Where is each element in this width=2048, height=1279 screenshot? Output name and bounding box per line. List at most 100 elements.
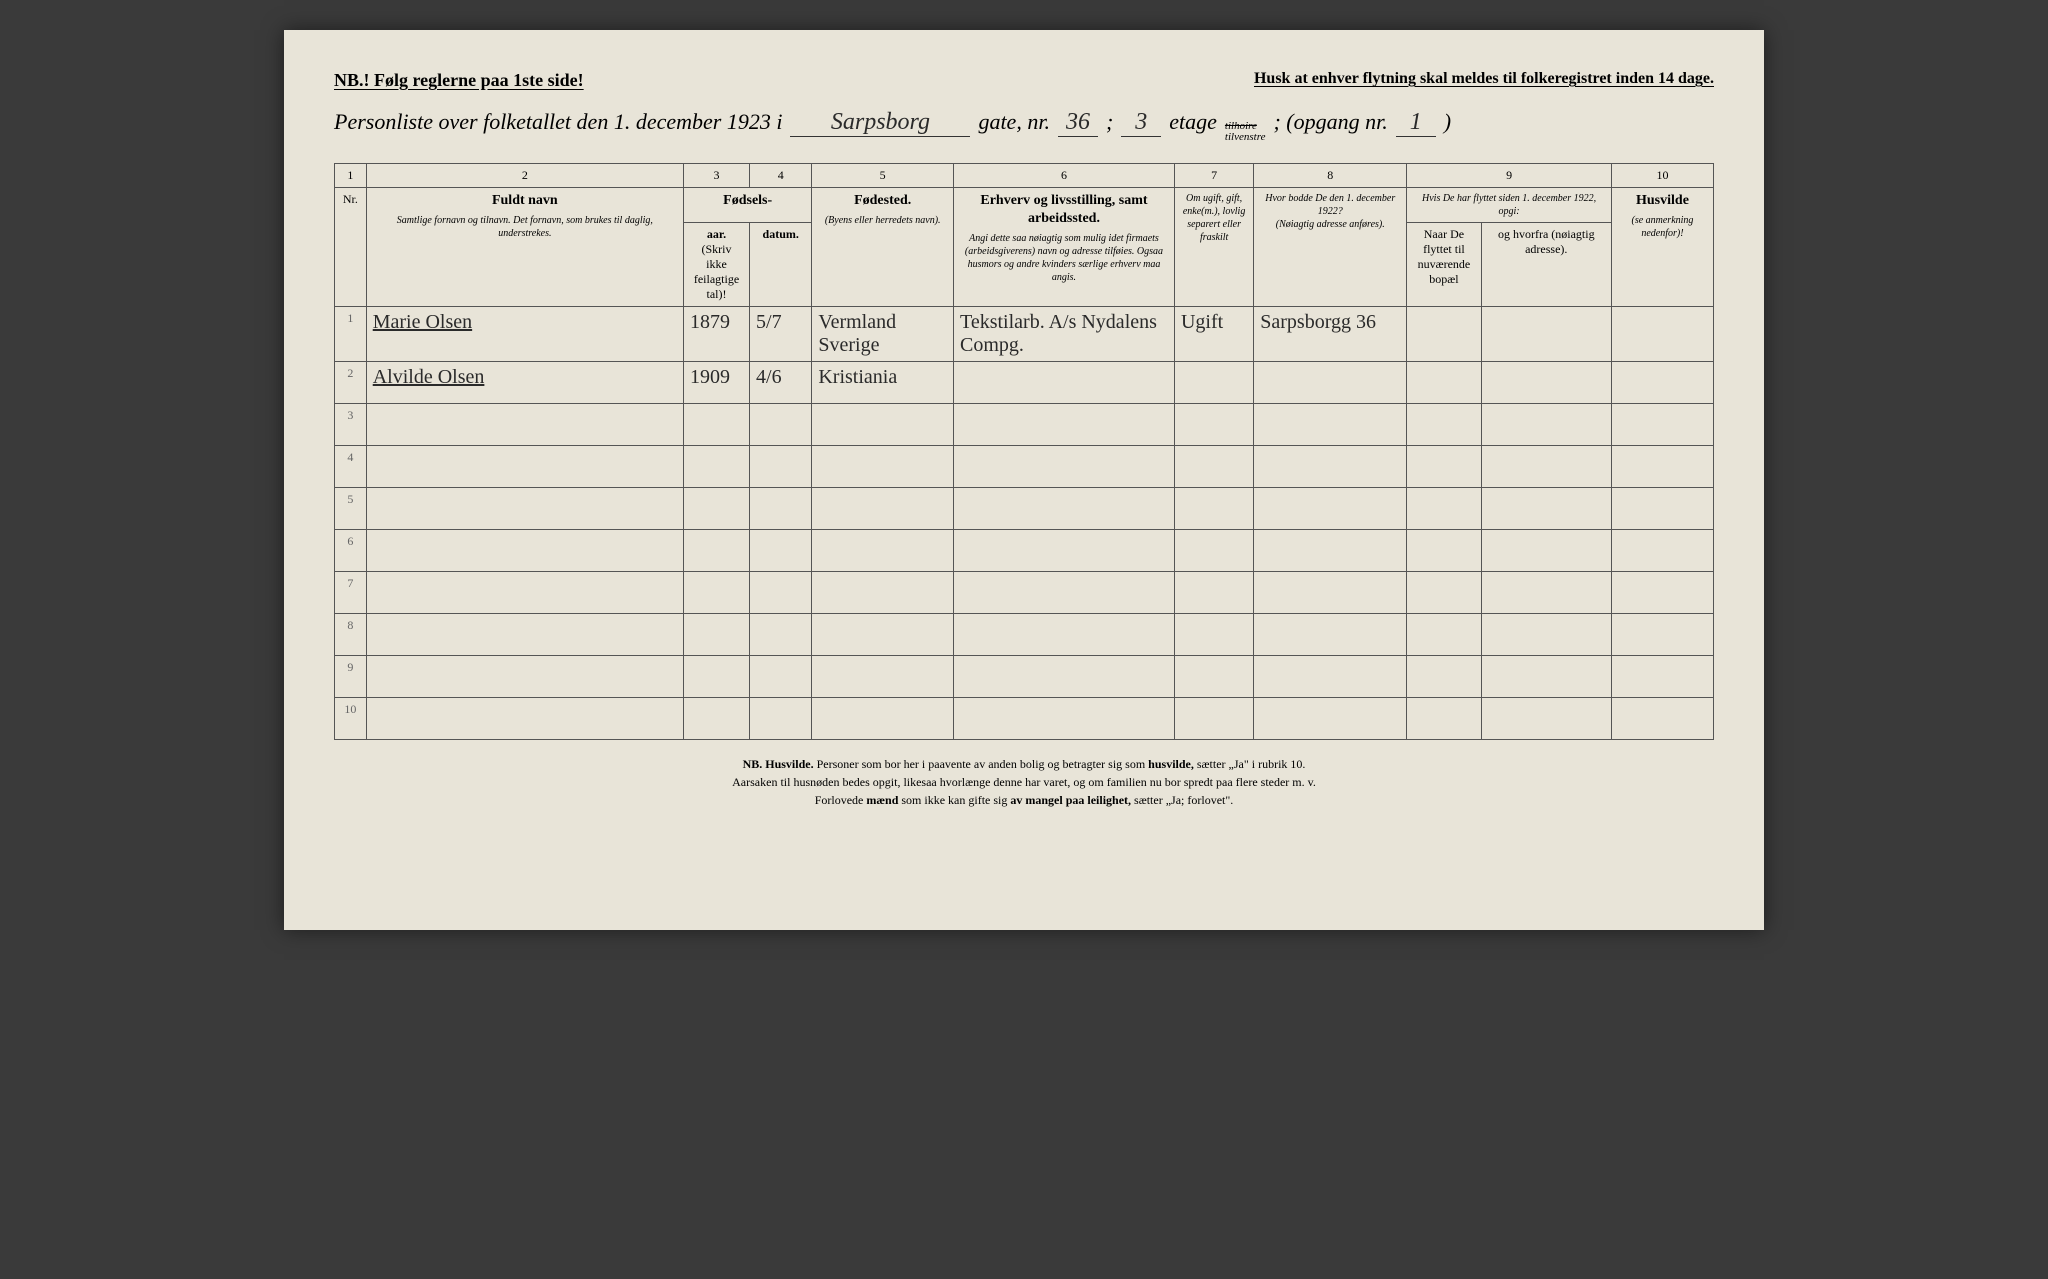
cell-erhv [954,656,1175,698]
cell-hvorfra [1481,656,1611,698]
cell-aar [683,446,749,488]
cell-sted: Kristiania [812,362,954,404]
cell-bodde [1254,488,1407,530]
cell-aar: 1909 [683,362,749,404]
hdr-erhverv-sub: Angi dette saa nøiagtig som mulig idet f… [960,232,1168,284]
cell-naar [1407,656,1481,698]
table-row: 3 [335,404,1714,446]
cell-aar [683,530,749,572]
cell-bodde [1254,404,1407,446]
gate-suffix: gate, nr. [978,109,1050,135]
footnote-l3: Forlovede mænd som ikke kan gifte sig av… [334,791,1714,809]
row-nr: 8 [335,614,367,656]
cell-hvorfra [1481,572,1611,614]
coln-10: 10 [1611,164,1713,188]
opgang-prefix: ; (opgang nr. [1273,109,1387,135]
hdr-bodde-sub: (Nøiagtig adresse anføres). [1260,218,1400,231]
cell-naar [1407,488,1481,530]
row-nr: 10 [335,698,367,740]
row-nr: 4 [335,446,367,488]
cell-naar [1407,530,1481,572]
row-nr: 9 [335,656,367,698]
hdr-fodested-main: Fødested. [818,192,947,210]
cell-name [366,656,683,698]
cell-husv [1611,404,1713,446]
header-row: NB.! Følg reglerne paa 1ste side! Husk a… [334,70,1714,91]
cell-ugift: Ugift [1174,307,1253,362]
cell-husv [1611,656,1713,698]
cell-bodde [1254,362,1407,404]
cell-sted [812,404,954,446]
street-nr-hw: 36 [1058,109,1098,137]
cell-dat [750,656,812,698]
cell-husv [1611,446,1713,488]
hdr-bodde: Hvor bodde De den 1. december 1922? (Nøi… [1254,188,1407,307]
hdr-fodested-sub: (Byens eller herredets navn). [818,214,947,227]
hdr-ugift: Om ugift, gift, enke(m.), lovlig separer… [1174,188,1253,307]
cell-aar [683,404,749,446]
cell-dat [750,404,812,446]
hdr-name-sub: Samtlige fornavn og tilnavn. Det fornavn… [373,214,677,240]
cell-name [366,572,683,614]
cell-husv [1611,572,1713,614]
fn-l3e: sætter „Ja; forlovet". [1131,793,1233,807]
cell-hvorfra [1481,530,1611,572]
cell-naar [1407,698,1481,740]
hdr-naar: Naar De flyttet til nuværende bopæl [1407,223,1481,307]
cell-name: Alvilde Olsen [366,362,683,404]
cell-naar [1407,362,1481,404]
cell-bodde [1254,656,1407,698]
cell-aar [683,698,749,740]
cell-ugift [1174,530,1253,572]
table-row: 4 [335,446,1714,488]
hdr-hvorfra: og hvorfra (nøiagtig adresse). [1481,223,1611,307]
footnote-l2: Aarsaken til husnøden bedes opgit, likes… [334,773,1714,791]
cell-hvorfra [1481,404,1611,446]
cell-sted [812,446,954,488]
cell-husv [1611,614,1713,656]
cell-naar [1407,572,1481,614]
table-row: 6 [335,530,1714,572]
cell-name: Marie Olsen [366,307,683,362]
coln-4: 4 [750,164,812,188]
cell-dat: 4/6 [750,362,812,404]
cell-aar [683,488,749,530]
cell-hvorfra [1481,488,1611,530]
cell-dat [750,698,812,740]
hdr-erhverv-main: Erhverv og livsstilling, samt arbeidsste… [960,192,1168,228]
cell-husv [1611,698,1713,740]
cell-ugift [1174,362,1253,404]
cell-bodde: Sarpsborgg 36 [1254,307,1407,362]
hdr-fodested: Fødested. (Byens eller herredets navn). [812,188,954,307]
cell-aar: 1879 [683,307,749,362]
cell-naar [1407,614,1481,656]
coln-3: 3 [683,164,749,188]
footnote-l1: NB. Husvilde. Personer som bor her i paa… [334,755,1714,773]
cell-erhv [954,404,1175,446]
hdr-husvilde-sub: (se anmerkning nedenfor)! [1618,214,1707,240]
cell-husv [1611,362,1713,404]
cell-name [366,698,683,740]
hdr-datum: datum. [750,223,812,307]
cell-ugift [1174,698,1253,740]
hdr-datum-b: datum. [763,227,799,241]
cell-sted [812,698,954,740]
cell-hvorfra [1481,362,1611,404]
hdr-ugift-sub: Om ugift, gift, enke(m.), lovlig separer… [1181,192,1247,244]
cell-sted [812,656,954,698]
hdr-husvilde-main: Husvilde [1618,192,1707,210]
fn-l1d: sætter „Ja" i rubrik 10. [1194,757,1306,771]
col-number-row: 1 2 3 4 5 6 7 8 9 10 [335,164,1714,188]
row-nr: 5 [335,488,367,530]
tilhoire-stack: tilhoire tilvenstre [1225,121,1266,143]
cell-hvorfra [1481,698,1611,740]
table-row: 10 [335,698,1714,740]
tilvenstre: tilvenstre [1225,132,1266,143]
cell-ugift [1174,488,1253,530]
table-row: 1 Marie Olsen 1879 5/7 Vermland Sverige … [335,307,1714,362]
cell-name [366,488,683,530]
hdr-fodsels-sub: (Skriv ikke feilagtige tal)! [694,242,739,301]
cell-erhv [954,488,1175,530]
hdr-aar-b: aar. [707,227,726,241]
coln-8: 8 [1254,164,1407,188]
